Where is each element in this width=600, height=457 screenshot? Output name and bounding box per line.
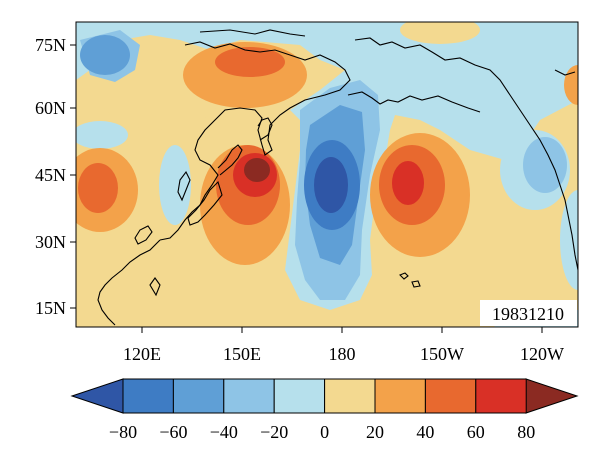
korea-coast [177,170,191,202]
lat-label-75n: 75N [35,35,66,55]
colorbar-box-4 [324,378,376,414]
japan-sea-negative [159,145,191,225]
colorbar-tick-label-7: 60 [467,422,485,442]
colorbar-box-5 [374,378,426,414]
kamchatka [257,117,273,141]
colorbar-box-7 [475,378,527,414]
lon-label-150e: 150E [223,344,261,364]
negative-core [314,157,348,213]
north-america-coast [354,37,578,271]
lon-label-120e: 120E [123,344,161,364]
lon-label-120w: 120W [520,344,564,364]
colorbar-box-2 [223,378,275,414]
colorbar-tick-label-4: 0 [320,422,329,442]
lat-label-60n: 60N [35,98,66,118]
colorbar: −80 −60 −40 −20 0 20 40 60 80 [70,378,579,442]
alaska-coast [347,91,481,113]
colorbar-box-3 [273,378,326,414]
lat-ticks [70,44,76,309]
date-label-box [480,300,577,326]
lat-label-15n: 15N [35,298,66,318]
lat-label-45n: 45N [35,165,66,185]
hokkaido [217,144,243,176]
china-coast [97,239,161,326]
colorbar-tick-label-6: 40 [416,422,434,442]
asia-northeast-coast [159,41,351,241]
colorbar-tick-label-2: −40 [210,422,238,442]
positive-core [244,158,270,182]
colorbar-left-arrow [70,378,124,414]
colorbar-tick-label-0: −80 [109,422,137,442]
east-edge-negative [560,190,578,290]
colorbar-box-6 [424,378,477,414]
colorbar-box-0 [122,378,174,414]
colorbar-tick-label-8: 80 [517,422,535,442]
siberia-north-coast [199,29,306,37]
philippine-island [149,277,161,297]
lon-label-180: 180 [329,344,356,364]
lat-label-30n: 30N [35,232,66,252]
canada-coast [554,69,576,76]
hawaii-islands [399,272,421,288]
map-area [76,22,578,327]
honshu [187,180,223,226]
west-negative-small [76,121,128,149]
lon-ticks [141,327,543,333]
date-label: 19831210 [492,304,564,324]
colorbar-tick-label-3: −20 [260,422,288,442]
coastlines [97,29,578,326]
colorbar-right-arrow [525,378,579,414]
lon-label-150w: 150W [420,344,464,364]
colorbar-tick-label-1: −60 [159,422,187,442]
colorbar-tick-label-5: 20 [366,422,384,442]
colorbar-box-1 [172,378,225,414]
taiwan-island [134,225,153,245]
